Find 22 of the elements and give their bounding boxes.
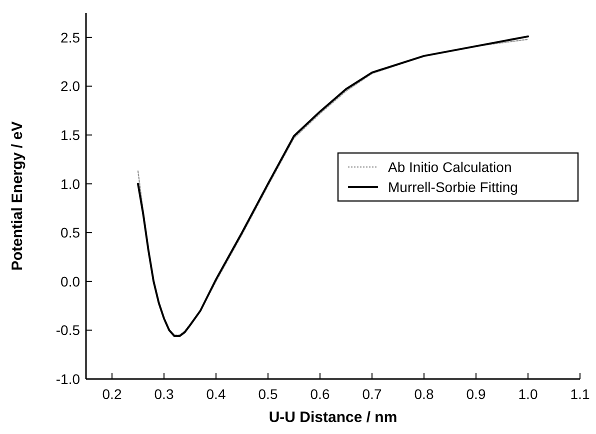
y-tick-label: 0.0 — [60, 273, 80, 290]
x-tick-label: 1.1 — [570, 386, 590, 402]
x-tick-label: 0.8 — [414, 386, 434, 402]
y-axis-title: Potential Energy / eV — [9, 121, 26, 271]
x-axis-title: U-U Distance / nm — [268, 409, 398, 426]
y-tick-label: 0.5 — [60, 224, 80, 241]
legend-label: Ab Initio Calculation — [388, 159, 512, 175]
x-tick-label: 0.3 — [154, 386, 174, 402]
y-tick-label: 2.5 — [60, 29, 80, 46]
x-tick-label: 0.7 — [362, 386, 382, 402]
legend-label: Murrell-Sorbie Fitting — [388, 179, 518, 195]
x-tick-label: 1.0 — [518, 386, 538, 402]
x-tick-label: 0.6 — [310, 386, 330, 402]
x-tick-label: 0.5 — [258, 386, 278, 402]
x-tick-label: 0.2 — [102, 386, 122, 402]
y-tick-label: 1.0 — [60, 176, 80, 192]
x-tick-label: 0.4 — [206, 386, 226, 402]
y-tick-label: -0.5 — [56, 322, 80, 338]
y-tick-label: -1.0 — [56, 371, 80, 387]
x-tick-label: 0.9 — [466, 386, 486, 402]
y-tick-label: 1.5 — [60, 127, 80, 143]
y-tick-label: 2.0 — [60, 78, 80, 94]
